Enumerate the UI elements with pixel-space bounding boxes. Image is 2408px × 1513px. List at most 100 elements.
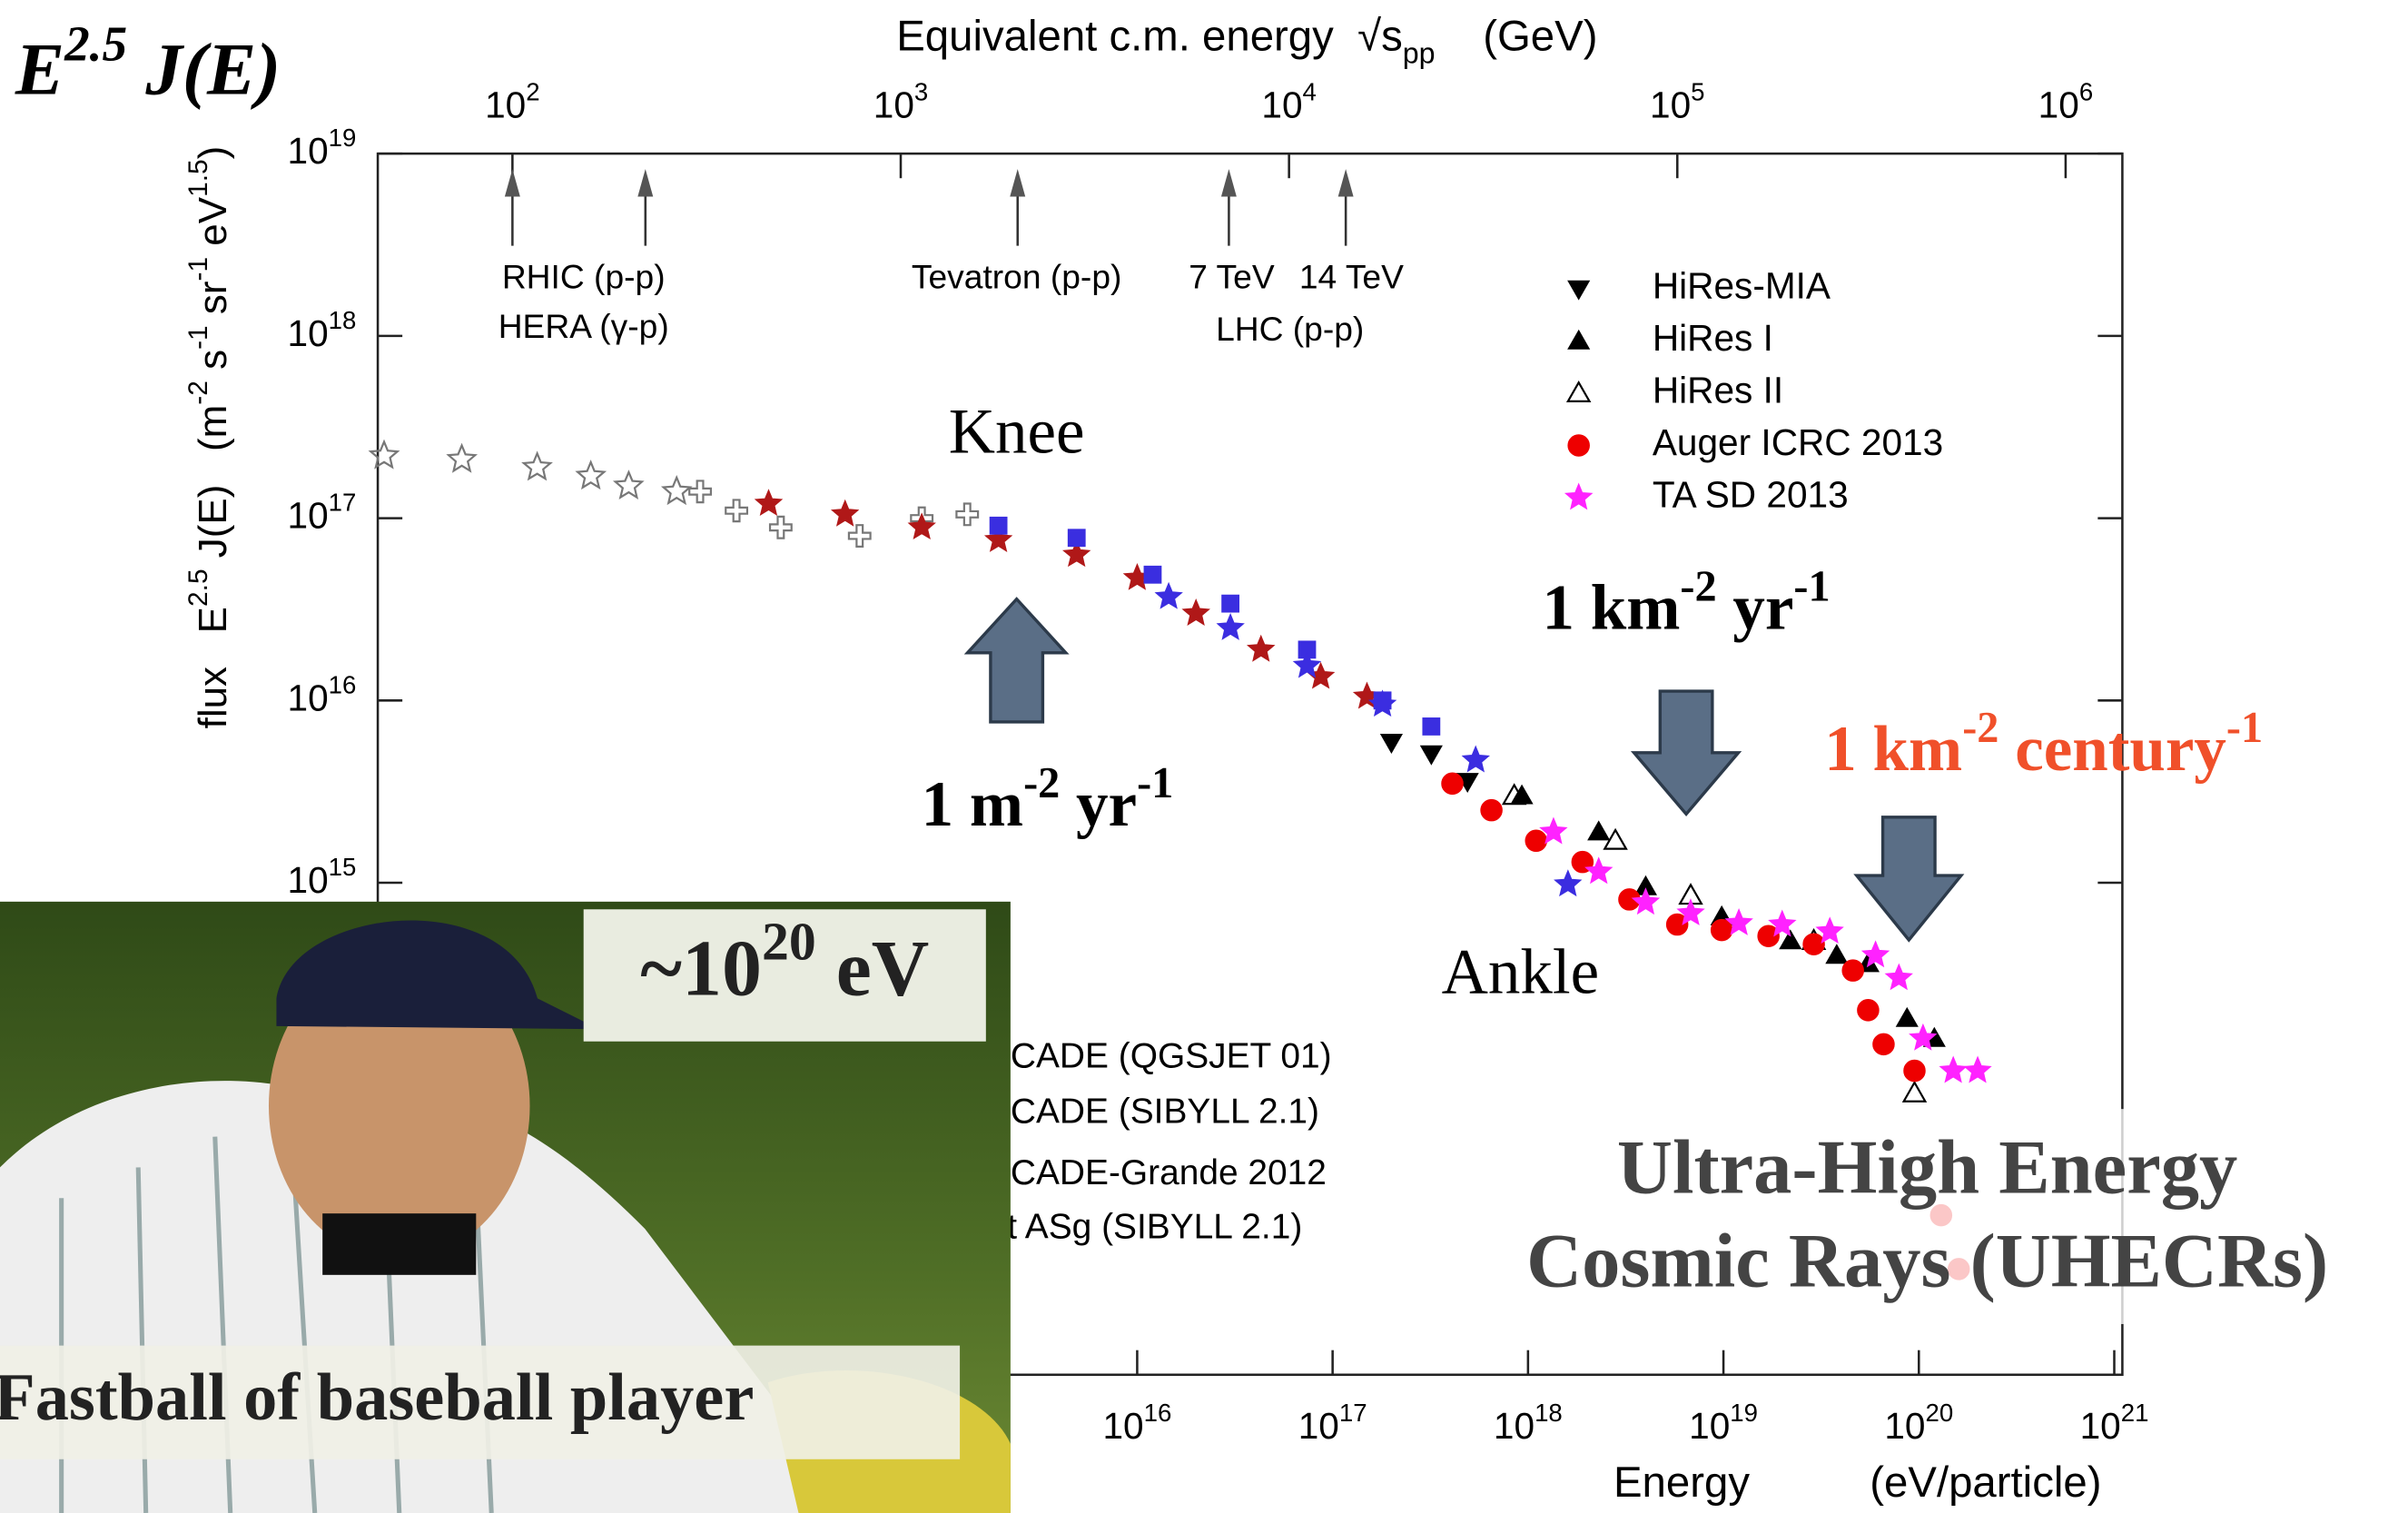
marker bbox=[1565, 484, 1592, 509]
marker bbox=[990, 517, 1007, 534]
accelerator-arrowhead bbox=[637, 169, 653, 196]
marker bbox=[725, 499, 747, 521]
marker bbox=[1803, 934, 1825, 955]
x-tick-label: 1017 bbox=[1298, 1399, 1367, 1447]
marker bbox=[849, 525, 871, 547]
marker bbox=[1939, 1057, 1966, 1083]
marker bbox=[1068, 529, 1085, 547]
accelerator-arrowhead bbox=[1010, 169, 1025, 196]
marker bbox=[1381, 734, 1403, 753]
slide: 1015 1016 1017 1018 1019 1016 1017 1018 1019 1020… bbox=[0, 0, 2408, 1513]
x-tick-label: 1018 bbox=[1494, 1399, 1563, 1447]
marker bbox=[1568, 281, 1590, 300]
y-tick-label: 1015 bbox=[288, 853, 357, 901]
marker bbox=[1463, 747, 1489, 772]
x2-tick-label: 103 bbox=[873, 77, 928, 125]
marker bbox=[1826, 944, 1848, 964]
annotation: Knee bbox=[949, 396, 1085, 467]
marker bbox=[1568, 435, 1590, 457]
accelerator-arrowhead bbox=[1221, 169, 1237, 196]
marker bbox=[1588, 821, 1610, 840]
accelerator-label: HERA (γ-p) bbox=[498, 307, 669, 345]
marker bbox=[1568, 331, 1590, 350]
accelerator-arrowhead bbox=[1338, 169, 1354, 196]
x2-tick-label: 104 bbox=[1261, 77, 1317, 125]
accelerator-label: RHIC (p-p) bbox=[502, 258, 666, 296]
x-tick-label: 1019 bbox=[1689, 1399, 1758, 1447]
marker bbox=[1904, 1083, 1926, 1102]
annotation: Cosmic Rays (UHECRs) bbox=[1526, 1219, 2328, 1303]
annotation: 1 km-2 century-1 bbox=[1824, 704, 2263, 786]
x-axis-unit: (eV/particle) bbox=[1870, 1459, 2101, 1507]
accelerator-label: LHC (p-p) bbox=[1216, 310, 1364, 348]
accelerator-arrowhead bbox=[505, 169, 520, 196]
annotation: Ultra-High Energy bbox=[1617, 1125, 2237, 1210]
annotation: Ankle bbox=[1442, 937, 1600, 1008]
legend-label: HiRes-MIA bbox=[1653, 265, 1831, 307]
marker bbox=[577, 462, 604, 488]
marker bbox=[956, 503, 978, 525]
accelerator-label: Tevatron (p-p) bbox=[912, 258, 1121, 296]
marker bbox=[1421, 746, 1443, 765]
marker bbox=[1842, 960, 1864, 982]
accelerator-label: 7 TeV bbox=[1189, 258, 1275, 296]
y-tick-label: 1016 bbox=[288, 670, 357, 718]
x2-tick-label: 102 bbox=[485, 77, 540, 125]
legend-label: HiRes I bbox=[1653, 317, 1773, 359]
marker bbox=[832, 500, 858, 526]
marker bbox=[449, 446, 475, 471]
marker bbox=[1511, 785, 1533, 804]
x2-axis-title: Equivalent c.m. energy √spp (GeV) bbox=[896, 12, 1597, 69]
y-tick-label: 1018 bbox=[288, 306, 357, 354]
marker bbox=[1886, 964, 1912, 990]
annotation: 1 km-2 yr-1 bbox=[1542, 562, 1830, 644]
arrow-down bbox=[1634, 691, 1739, 814]
marker bbox=[1144, 566, 1161, 583]
marker bbox=[370, 441, 397, 467]
marker bbox=[664, 478, 690, 503]
y-tick-label: 1017 bbox=[288, 488, 357, 536]
marker bbox=[1554, 870, 1581, 895]
photo: ~1020 eV Fastball of baseball player bbox=[0, 902, 1011, 1513]
y-tick-label: 1019 bbox=[288, 124, 357, 172]
marker bbox=[1218, 614, 1244, 639]
marker bbox=[616, 472, 642, 498]
marker bbox=[1964, 1057, 1990, 1083]
annotation: 1 m-2 yr-1 bbox=[922, 759, 1174, 841]
marker bbox=[1156, 583, 1182, 608]
marker bbox=[770, 517, 792, 539]
legend-label: HiRes II bbox=[1653, 370, 1783, 411]
collar bbox=[322, 1213, 476, 1275]
marker bbox=[524, 453, 550, 479]
marker bbox=[1442, 773, 1464, 795]
marker bbox=[1248, 636, 1274, 661]
marker bbox=[1904, 1060, 1926, 1082]
annotation: Fastball of baseball player bbox=[0, 1360, 754, 1435]
y-axis-title: flux E2.5 J(E) (m-2 s-1 sr-1 eV1.5) bbox=[183, 146, 234, 729]
chart-title: E2.5 J(E) bbox=[15, 16, 281, 110]
accelerator-label: 14 TeV bbox=[1299, 258, 1404, 296]
legend-label: TA SD 2013 bbox=[1653, 474, 1849, 516]
arrow-up bbox=[968, 599, 1066, 722]
marker bbox=[1182, 599, 1209, 625]
x-tick-label: 1020 bbox=[1884, 1399, 1953, 1447]
x2-tick-label: 106 bbox=[2038, 77, 2094, 125]
marker bbox=[1568, 382, 1590, 401]
arrow-down bbox=[1857, 817, 1961, 940]
x-axis-title: Energy bbox=[1614, 1459, 1750, 1507]
marker bbox=[755, 490, 782, 515]
marker bbox=[1481, 799, 1503, 821]
marker bbox=[1222, 595, 1239, 612]
marker bbox=[1896, 1008, 1918, 1027]
marker bbox=[1711, 919, 1732, 941]
x2-tick-label: 105 bbox=[1650, 77, 1705, 125]
marker bbox=[1780, 930, 1801, 949]
marker bbox=[1858, 999, 1880, 1021]
marker bbox=[1423, 717, 1440, 735]
x-tick-label: 1021 bbox=[2080, 1399, 2149, 1447]
x-tick-label: 1016 bbox=[1102, 1399, 1171, 1447]
marker bbox=[1525, 830, 1547, 852]
legend-label: Auger ICRC 2013 bbox=[1653, 421, 1943, 463]
marker bbox=[909, 513, 935, 539]
marker bbox=[689, 480, 711, 502]
